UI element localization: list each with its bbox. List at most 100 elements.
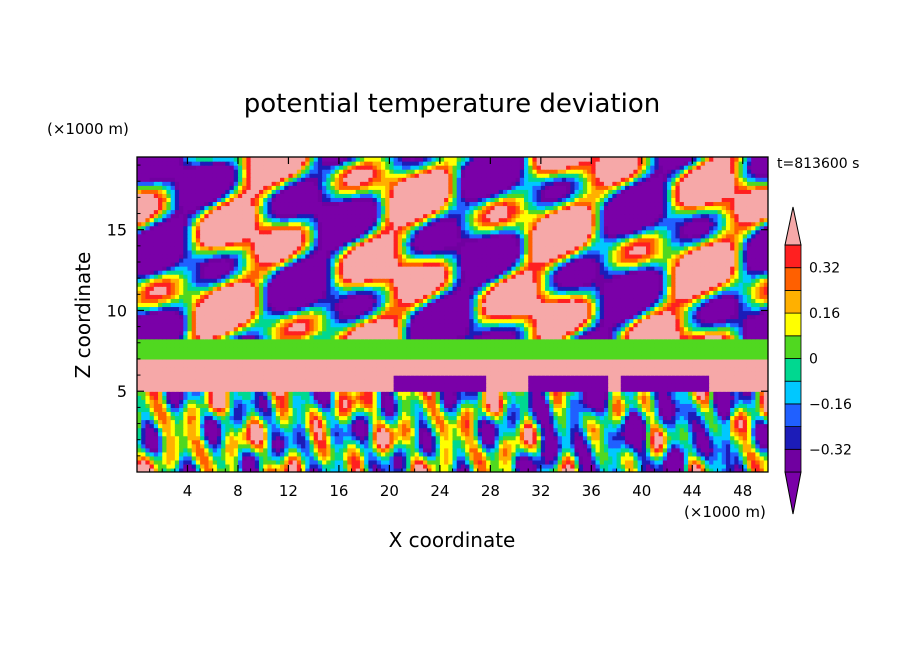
- heatmap-cell: [608, 350, 613, 356]
- heatmap-cell: [717, 415, 723, 421]
- heatmap-cell: [271, 387, 277, 392]
- heatmap-cell: [431, 427, 437, 433]
- heatmap-cell: [439, 371, 445, 376]
- heatmap-cell: [402, 391, 407, 396]
- heatmap-cell: [654, 431, 660, 437]
- heatmap-cell: [355, 447, 361, 453]
- heatmap-cell: [553, 407, 559, 413]
- heatmap-cell: [696, 395, 702, 400]
- heatmap-cell: [574, 391, 580, 396]
- heatmap-cell: [620, 399, 626, 404]
- heatmap-cell: [183, 379, 189, 384]
- heatmap-cell: [700, 427, 706, 433]
- heatmap-cell: [444, 467, 449, 472]
- heatmap-cell: [460, 379, 466, 384]
- heatmap-cell: [305, 427, 311, 433]
- heatmap-cell: [250, 431, 256, 437]
- heatmap-cell: [343, 395, 348, 400]
- heatmap-cell: [477, 463, 483, 469]
- heatmap-cell: [763, 443, 768, 449]
- heatmap-cell: [393, 383, 399, 388]
- heatmap-cell: [502, 354, 508, 360]
- heatmap-cell: [616, 451, 622, 457]
- heatmap-cell: [137, 451, 142, 457]
- heatmap-cell: [688, 387, 693, 392]
- heatmap-cell: [746, 427, 752, 433]
- heatmap-cell: [561, 387, 567, 392]
- heatmap-cell: [561, 431, 567, 437]
- heatmap-cell: [591, 375, 597, 380]
- heatmap-cell: [431, 395, 437, 400]
- heatmap-cell: [755, 403, 761, 408]
- heatmap-cell: [751, 338, 756, 344]
- heatmap-cell: [624, 358, 630, 364]
- heatmap-cell: [746, 443, 752, 449]
- heatmap-cell: [439, 354, 445, 360]
- heatmap-cell: [212, 358, 218, 364]
- heatmap-cell: [414, 362, 420, 368]
- heatmap-cell: [233, 334, 239, 340]
- heatmap-cell: [208, 439, 214, 445]
- heatmap-cell: [166, 338, 172, 344]
- heatmap-cell: [742, 415, 748, 421]
- heatmap-cell: [587, 467, 592, 472]
- heatmap-cell: [658, 459, 664, 465]
- heatmap-cell: [734, 367, 740, 372]
- heatmap-cell: [519, 338, 525, 344]
- heatmap-cell: [149, 395, 155, 400]
- heatmap-cell: [692, 346, 698, 352]
- heatmap-cell: [654, 459, 660, 465]
- heatmap-cell: [671, 342, 677, 348]
- heatmap-cell: [275, 455, 281, 461]
- heatmap-cell: [179, 367, 184, 372]
- heatmap-cell: [355, 443, 361, 449]
- heatmap-cell: [557, 399, 563, 404]
- heatmap-cell: [654, 379, 660, 384]
- heatmap-cell: [221, 459, 226, 465]
- heatmap-cell: [469, 399, 475, 404]
- heatmap-cell: [725, 362, 731, 368]
- heatmap-cell: [545, 338, 550, 344]
- heatmap-cell: [709, 463, 714, 469]
- heatmap-cell: [759, 419, 765, 425]
- heatmap-cell: [679, 431, 685, 437]
- heatmap-cell: [305, 423, 311, 429]
- heatmap-cell: [200, 455, 205, 461]
- heatmap-cell: [713, 375, 719, 380]
- heatmap-cell: [734, 350, 740, 356]
- heatmap-cell: [406, 463, 412, 469]
- heatmap-cell: [275, 431, 281, 437]
- heatmap-cell: [204, 334, 210, 340]
- heatmap-cell: [738, 387, 744, 392]
- heatmap-cell: [204, 439, 210, 445]
- heatmap-cell: [633, 367, 639, 372]
- heatmap-cell: [204, 362, 210, 368]
- heatmap-cell: [216, 350, 222, 356]
- heatmap-cell: [574, 427, 580, 433]
- heatmap-cell: [330, 350, 336, 356]
- heatmap-cell: [498, 354, 504, 360]
- heatmap-cell: [595, 419, 601, 425]
- heatmap-cell: [355, 411, 361, 417]
- heatmap-cell: [414, 346, 420, 352]
- heatmap-cell: [444, 423, 449, 429]
- heatmap-cell: [574, 342, 580, 348]
- heatmap-cell: [629, 427, 634, 433]
- heatmap-cell: [683, 427, 689, 433]
- heatmap-cell: [540, 451, 546, 457]
- heatmap-cell: [540, 371, 546, 376]
- heatmap-cell: [641, 354, 647, 360]
- heatmap-cell: [591, 367, 597, 372]
- heatmap-cell: [557, 354, 563, 360]
- heatmap-cell: [439, 427, 445, 433]
- heatmap-cell: [545, 459, 550, 465]
- heatmap-cell: [599, 391, 605, 396]
- heatmap-cell: [557, 427, 563, 433]
- heatmap-cell: [734, 435, 740, 441]
- heatmap-cell: [402, 358, 407, 364]
- heatmap-cell: [258, 419, 264, 425]
- heatmap-cell: [481, 423, 487, 429]
- heatmap-cell: [221, 371, 226, 376]
- heatmap-cell: [288, 342, 294, 348]
- heatmap-cell: [519, 427, 525, 433]
